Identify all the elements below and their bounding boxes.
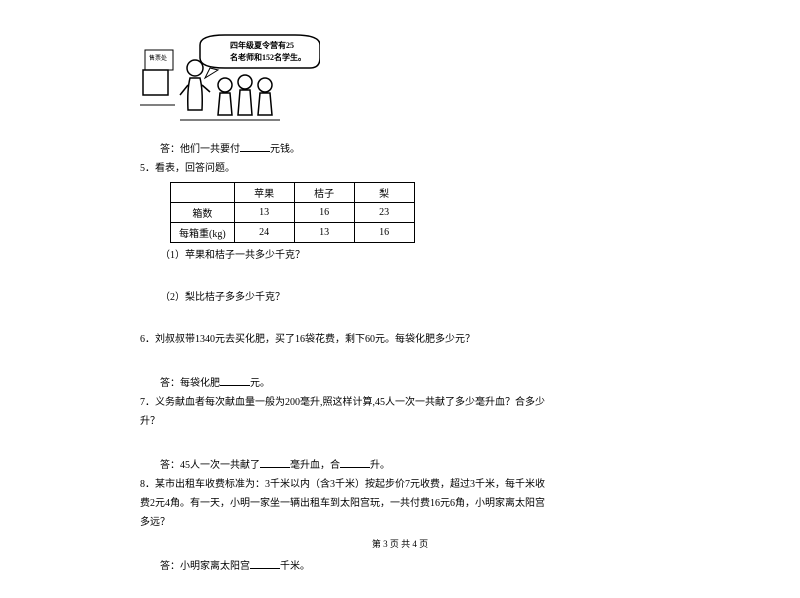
bubble-text-1: 四年级夏令营有25	[230, 40, 294, 50]
q7-answer: 答：45人一次一共献了 毫升血，合 升。	[140, 456, 660, 474]
blank	[340, 456, 370, 468]
q6-text: 6．刘叔叔带1340元去买化肥，买了16袋花费，剩下60元。每袋化肥多少元？	[140, 332, 660, 348]
table-cell: 苹果	[234, 183, 294, 203]
q6-answer-prefix: 答：每袋化肥	[160, 378, 220, 389]
q5-sub2: （2）梨比桔子多多少千克？	[140, 290, 660, 306]
table-cell: 23	[354, 203, 414, 223]
q5-sub1: （1）苹果和桔子一共多少千克？	[140, 248, 660, 264]
q6-answer: 答：每袋化肥 元。	[140, 374, 660, 392]
table-row: 苹果 桔子 梨	[171, 183, 415, 203]
q8-answer: 答：小明家离太阳宫 千米。	[140, 557, 660, 575]
page-footer: 第 3 页 共 4 页	[0, 537, 800, 550]
table-cell: 箱数	[171, 203, 235, 223]
q8-answer-suffix: 千米。	[280, 561, 310, 572]
q5-title: 5．看表，回答问题。	[140, 161, 660, 177]
table-cell: 16	[294, 203, 354, 223]
table-cell	[171, 183, 235, 203]
q7-answer-prefix: 答：45人一次一共献了	[160, 460, 260, 471]
sign-text: 售票处	[149, 54, 167, 62]
q8-text-a: 8．某市出租车收费标准为：3千米以内（含3千米）按起步价7元收费，超过3千米，每…	[140, 477, 660, 493]
q6-answer-suffix: 元。	[250, 378, 270, 389]
table-cell: 24	[234, 223, 294, 243]
bubble-text-2: 名老师和152名学生。	[230, 52, 306, 62]
q8-text-b: 费2元4角。有一天，小明一家坐一辆出租车到太阳宫玩，一共付费16元6角，小明家离…	[140, 496, 660, 512]
q8-answer-prefix: 答：小明家离太阳宫	[160, 561, 250, 572]
blank	[260, 456, 290, 468]
table-cell: 16	[354, 223, 414, 243]
q7-answer-suffix: 升。	[370, 460, 390, 471]
q4-answer: 答：他们一共要付 元钱。	[140, 140, 660, 158]
q4-answer-suffix: 元钱。	[270, 144, 300, 155]
blank	[240, 140, 270, 152]
table-row: 每箱重(kg) 24 13 16	[171, 223, 415, 243]
blank	[220, 374, 250, 386]
q4-answer-prefix: 答：他们一共要付	[160, 144, 240, 155]
q7-answer-mid: 毫升血，合	[290, 460, 340, 471]
blank	[250, 557, 280, 569]
q7-text-a: 7．义务献血者每次献血量一般为200毫升,照这样计算,45人一次一共献了多少毫升…	[140, 395, 660, 411]
q5-table: 苹果 桔子 梨 箱数 13 16 23 每箱重(kg) 24 13 16	[170, 182, 415, 243]
table-cell: 梨	[354, 183, 414, 203]
table-row: 箱数 13 16 23	[171, 203, 415, 223]
table-cell: 桔子	[294, 183, 354, 203]
q7-text-b: 升？	[140, 414, 660, 430]
table-cell: 13	[294, 223, 354, 243]
q8-text-c: 多远？	[140, 515, 660, 531]
illustration: 售票处 四年级夏令营有25 名老师和152名学生。	[140, 30, 320, 130]
table-cell: 每箱重(kg)	[171, 223, 235, 243]
table-cell: 13	[234, 203, 294, 223]
